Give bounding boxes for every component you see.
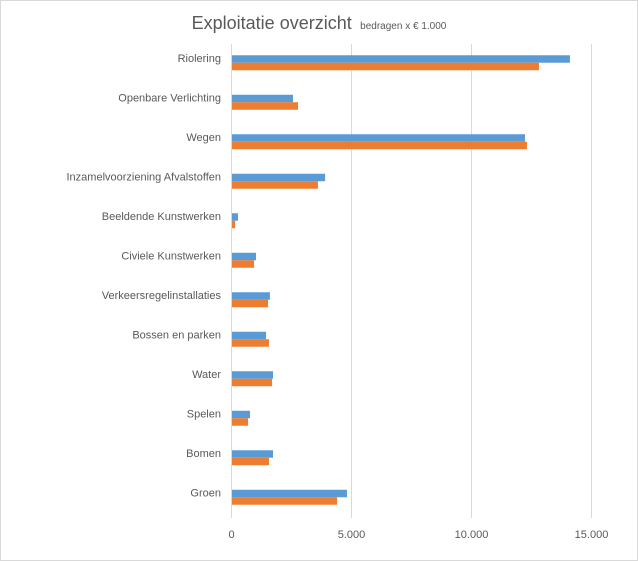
bar-series-2 <box>232 102 298 110</box>
category-label: Bossen en parken <box>132 329 221 341</box>
bar-series-2 <box>232 299 268 308</box>
bar-series-1 <box>232 173 326 182</box>
bar-series-1 <box>232 134 526 142</box>
bar-series-2 <box>232 141 527 150</box>
bar-series-2 <box>232 181 318 189</box>
x-tick-label: 5.000 <box>338 529 366 541</box>
bar-series-1 <box>232 371 274 379</box>
category-label: Water <box>192 369 221 381</box>
category-label: Groen <box>190 487 221 499</box>
bar-series-2 <box>232 378 273 387</box>
bar-series-1 <box>232 410 250 419</box>
category-label: Openbare Verlichting <box>118 92 221 104</box>
x-tick-label: 15.000 <box>575 529 609 541</box>
bar-series-1 <box>232 213 238 221</box>
bar-series-2 <box>232 62 539 71</box>
bar-series-2 <box>232 339 269 347</box>
chart-title-main: Exploitatie overzicht <box>192 13 352 33</box>
category-label: Civiele Kunstwerken <box>121 250 221 262</box>
bar-series-1 <box>232 292 270 300</box>
x-tick-label: 10.000 <box>455 529 489 541</box>
category-label: Wegen <box>186 132 221 144</box>
category-label: Verkeersregelinstallaties <box>102 290 222 302</box>
category-label: Riolering <box>178 53 221 65</box>
category-label: Spelen <box>187 408 221 420</box>
bar-series-2 <box>232 260 255 268</box>
bar-series-1 <box>232 94 293 103</box>
bar-series-1 <box>232 252 256 261</box>
category-label: Inzamelvoorziening Afvalstoffen <box>67 171 222 183</box>
bar-series-2 <box>232 418 249 426</box>
x-tick-label: 0 <box>228 529 234 541</box>
bar-series-2 <box>232 457 269 466</box>
category-label: Beeldende Kunstwerken <box>102 211 221 223</box>
bar-series-1 <box>232 489 347 498</box>
chart-title: Exploitatie overzicht bedragen x € 1.000 <box>192 13 447 33</box>
category-label: Bomen <box>186 448 221 460</box>
bar-series-1 <box>232 331 267 340</box>
bar-series-1 <box>232 55 570 63</box>
bar-series-1 <box>232 450 274 458</box>
bar-series-2 <box>232 220 236 229</box>
bar-series-2 <box>232 497 338 505</box>
chart-subtitle: bedragen x € 1.000 <box>360 21 447 32</box>
